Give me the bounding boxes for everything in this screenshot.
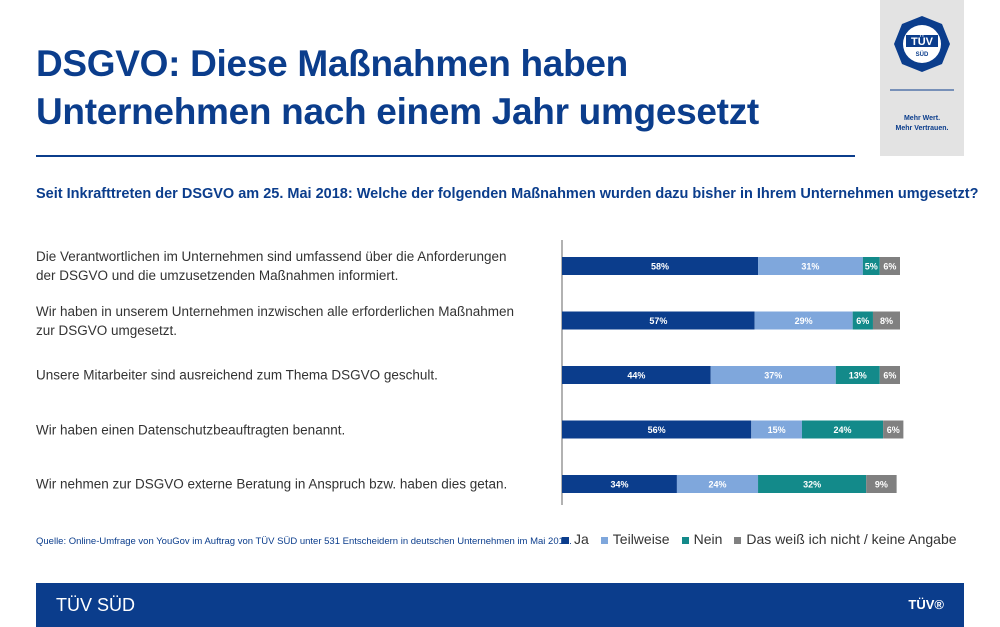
value-label: 8% bbox=[880, 316, 893, 326]
bar-segment bbox=[758, 257, 863, 275]
slogan: Mehr Wert. bbox=[904, 115, 940, 122]
logo-sub: SÜD bbox=[916, 51, 929, 58]
legend-label: Ja bbox=[574, 531, 589, 547]
bar-segment bbox=[852, 311, 873, 330]
bar-segment bbox=[879, 366, 900, 384]
category-label: Wir haben in unserem Unternehmen inzwisc… bbox=[36, 303, 514, 338]
bar-segment bbox=[866, 475, 897, 493]
category-label: Wir nehmen zur DSGVO externe Beratung in… bbox=[36, 476, 508, 492]
legend-swatch bbox=[600, 536, 608, 544]
value-label: 32% bbox=[803, 480, 821, 490]
bar-segment bbox=[883, 420, 904, 439]
logo-mark: TÜV bbox=[911, 35, 934, 48]
title: DSGVO: Diese Maßnahmen haben Unternehmen… bbox=[36, 40, 759, 136]
legend-label: Teilweise bbox=[612, 531, 670, 547]
value-label: 9% bbox=[875, 480, 888, 490]
legend-item: Nein bbox=[681, 531, 723, 547]
legend: Ja Teilweise Nein Das weiß ich nicht / kein… bbox=[562, 531, 957, 547]
bar-segment bbox=[879, 257, 900, 275]
value-label: 56% bbox=[648, 425, 666, 435]
value-label: 44% bbox=[627, 371, 645, 381]
value-label: 31% bbox=[801, 262, 819, 272]
legend-swatch bbox=[734, 536, 742, 544]
logo: TÜV SÜD Mehr Wert. Mehr Vertrauen. bbox=[890, 16, 954, 132]
value-label: 24% bbox=[834, 425, 852, 435]
value-label: 58% bbox=[651, 262, 669, 272]
value-label: 6% bbox=[887, 425, 900, 435]
value-label: 6% bbox=[883, 262, 896, 272]
slogan: Mehr Vertrauen. bbox=[896, 125, 949, 132]
legend-label: Das weiß ich nicht / keine Angabe bbox=[746, 531, 957, 547]
title-line: DSGVO: Diese Maßnahmen haben bbox=[36, 43, 628, 84]
footer: TÜV SÜD TÜV® bbox=[36, 583, 964, 627]
category-label: Die Verantwortlichen im Unternehmen sind… bbox=[36, 249, 507, 283]
question: Seit Inkrafttreten der DSGVO am 25. Mai … bbox=[36, 186, 979, 202]
footer-right: TÜV® bbox=[908, 597, 944, 612]
value-label: 57% bbox=[649, 316, 667, 326]
bar-segment bbox=[676, 475, 759, 493]
legend-swatch bbox=[681, 536, 689, 544]
bar-segment bbox=[710, 366, 836, 384]
bar-segment bbox=[562, 420, 752, 439]
value-label: 34% bbox=[610, 480, 628, 490]
bar-segment bbox=[758, 475, 867, 493]
bar-segment bbox=[562, 475, 677, 493]
bar-segment bbox=[562, 257, 759, 275]
source: Quelle: Online-Umfrage von YouGov im Auf… bbox=[36, 536, 572, 547]
logo-band bbox=[906, 35, 938, 47]
value-label: 6% bbox=[883, 371, 896, 381]
bar-segment bbox=[872, 311, 900, 330]
bar-segment bbox=[751, 420, 802, 439]
value-label: 6% bbox=[856, 316, 869, 326]
title-line: Unternehmen nach einem Jahr umgesetzt bbox=[36, 91, 759, 132]
legend-item: Das weiß ich nicht / keine Angabe bbox=[734, 531, 957, 547]
value-label: 24% bbox=[708, 480, 726, 490]
legend-swatch bbox=[562, 536, 569, 544]
category-label: Unsere Mitarbeiter sind ausreichend zum … bbox=[36, 367, 438, 383]
bar-segment bbox=[801, 420, 884, 439]
bar-segment bbox=[562, 366, 711, 384]
legend-item: Teilweise bbox=[600, 531, 670, 547]
category-label: Wir haben einen Datenschutzbeauftragten … bbox=[36, 422, 346, 437]
value-label: 15% bbox=[768, 425, 786, 435]
legend-label: Nein bbox=[693, 531, 723, 547]
value-label: 13% bbox=[849, 371, 867, 381]
bar-segment bbox=[862, 257, 880, 275]
bar-segment bbox=[835, 366, 880, 384]
value-label: 37% bbox=[764, 371, 782, 381]
logo-box: TÜV SÜD Mehr Wert. Mehr Vertrauen. bbox=[880, 0, 964, 156]
bar-segment bbox=[562, 311, 755, 330]
legend-item: Ja bbox=[562, 531, 589, 547]
value-label: 29% bbox=[795, 316, 813, 326]
bar-segment bbox=[754, 311, 853, 330]
header-rule bbox=[36, 155, 855, 157]
footer-left: TÜV SÜD bbox=[56, 595, 136, 615]
value-label: 5% bbox=[865, 262, 878, 272]
